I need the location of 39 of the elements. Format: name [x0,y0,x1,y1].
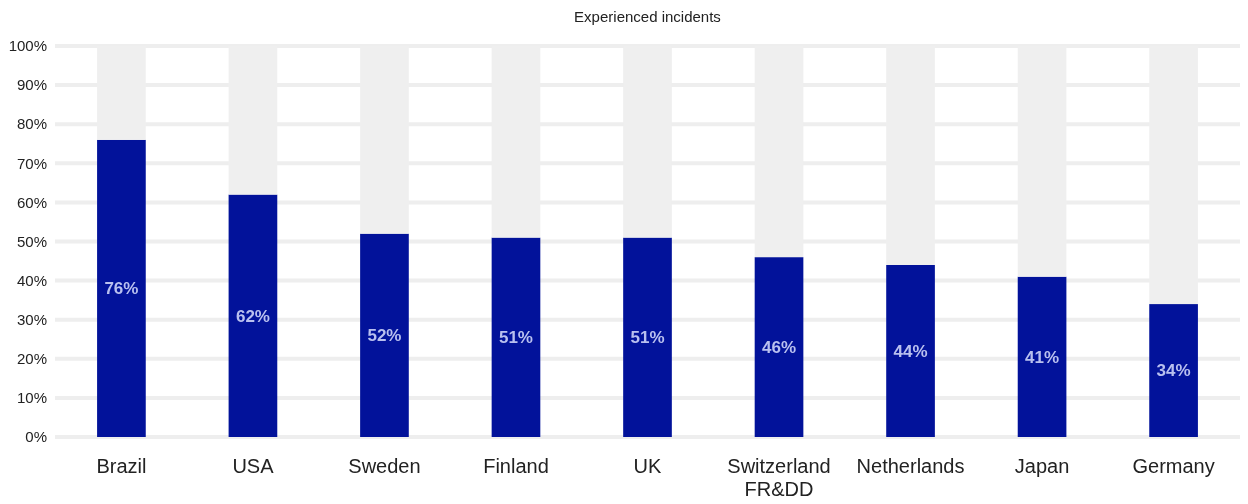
x-tick-label: Finland [483,455,549,477]
x-tick-label: UK [633,455,663,477]
data-label: 41% [1025,347,1060,367]
bar [1149,304,1198,437]
chart-title: Experienced incidents [574,8,721,25]
data-label: 46% [762,338,797,358]
y-tick-label: 90% [16,76,47,94]
x-tick-label: Switzerland FR&DD [727,455,831,500]
y-tick-label: 30% [16,310,47,328]
y-tick-label: 50% [16,232,47,250]
y-tick-label: 10% [16,389,47,407]
y-tick-label: 20% [16,350,47,368]
bar [886,264,935,437]
x-tick-label: Netherlands [856,455,965,477]
y-tick-label: 80% [16,115,47,133]
data-label: 76% [104,279,139,299]
x-tick-label: Brazil [96,455,147,477]
data-label: 34% [1156,361,1191,381]
bar [228,194,278,437]
data-label: 62% [235,306,270,326]
x-tick-label: Japan [1014,455,1070,477]
y-tick-label: 60% [16,193,47,211]
data-label: 44% [893,341,928,361]
x-tick-label: Germany [1132,455,1215,477]
data-label: 51% [630,328,665,348]
bar [97,139,146,437]
y-tick-label: 0% [25,428,47,446]
bar [360,233,409,437]
y-tick-label: 70% [16,154,47,172]
data-label: 52% [367,326,402,346]
x-tick-label: USA [232,455,275,477]
bar [623,237,672,437]
bar [1017,276,1067,437]
x-tick-label: Sweden [348,455,421,477]
bar [754,257,804,437]
bar [491,237,541,437]
y-tick-label: 100% [8,37,47,55]
data-label: 51% [498,328,533,348]
y-tick-label: 40% [16,271,47,289]
